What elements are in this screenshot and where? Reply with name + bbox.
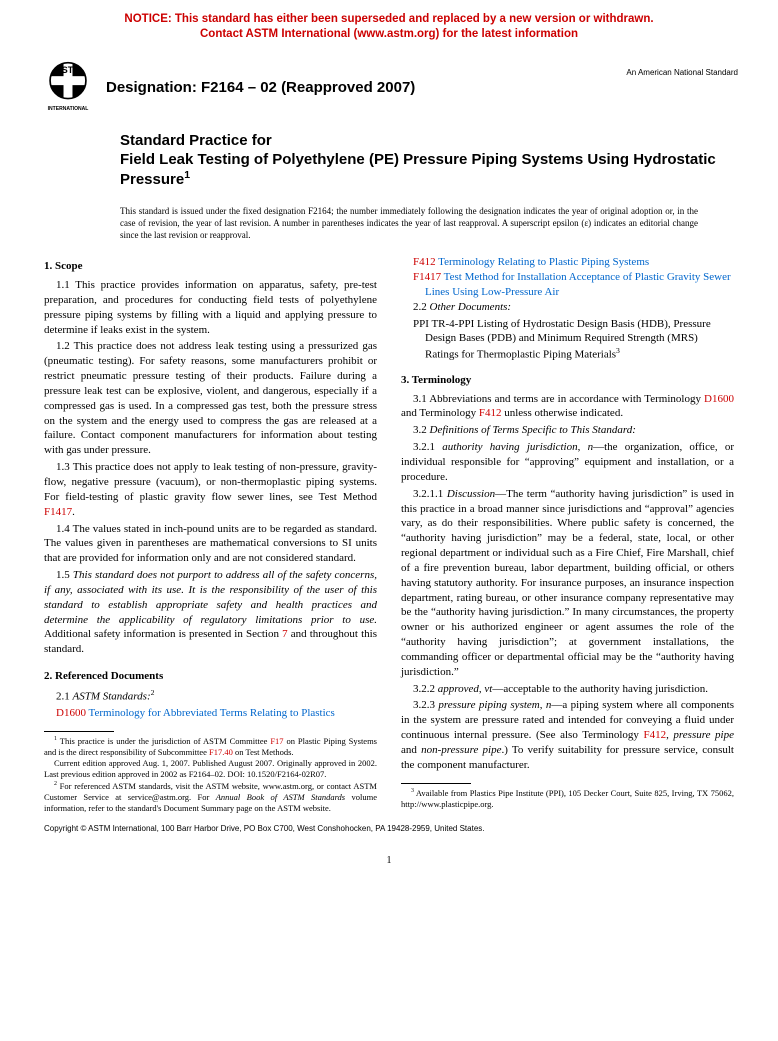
ref-f1417: F1417 Test Method for Installation Accep… [401, 270, 734, 300]
footnote-1: 1 This practice is under the jurisdictio… [44, 736, 377, 758]
link-f412-c[interactable]: F412 [643, 729, 666, 741]
astm-logo: ASTM INTERNATIONAL [40, 56, 96, 112]
notice-banner: NOTICE: This standard has either been su… [0, 0, 778, 48]
para-1-1: 1.1 This practice provides information o… [44, 278, 377, 337]
footnote-rule-right [401, 783, 471, 784]
designation: Designation: F2164 – 02 (Reapproved 2007… [106, 70, 616, 98]
term-head: 3. Terminology [401, 373, 734, 388]
ref-d1600: D1600 Terminology for Abbreviated Terms … [44, 706, 377, 721]
footnote-3: 3 Available from Plastics Pipe Institute… [401, 788, 734, 810]
para-2-2: 2.2 Other Documents: [401, 300, 734, 315]
notice-line1: NOTICE: This standard has either been su… [124, 13, 653, 25]
para-3-2-1: 3.2.1 authority having jurisdiction, n—t… [401, 440, 734, 485]
link-f1417-b[interactable]: F1417 [413, 271, 441, 283]
footnote-1b: Current edition approved Aug. 1, 2007. P… [44, 758, 377, 780]
footnote-2: 2 For referenced ASTM standards, visit t… [44, 781, 377, 814]
para-1-5: 1.5 This standard does not purport to ad… [44, 568, 377, 657]
link-f1417[interactable]: F1417 [44, 506, 72, 518]
notice-line2: Contact ASTM International (www.astm.org… [200, 28, 578, 40]
link-d1600[interactable]: D1600 [56, 707, 86, 719]
scope-head: 1. Scope [44, 259, 377, 274]
link-d1600-b[interactable]: D1600 [704, 393, 734, 405]
footnote-rule-left [44, 731, 114, 732]
page-number: 1 [0, 834, 778, 868]
title-line2: Field Leak Testing of Polyethylene (PE) … [120, 151, 738, 191]
link-f1740[interactable]: F17.40 [209, 747, 233, 757]
para-3-2: 3.2 Definitions of Terms Specific to Thi… [401, 423, 734, 438]
para-3-2-2: 3.2.2 approved, vt—acceptable to the aut… [401, 682, 734, 697]
ref-ppi: PPI TR-4-PPI Listing of Hydrostatic Desi… [401, 317, 734, 363]
header-row: ASTM INTERNATIONAL Designation: F2164 – … [0, 48, 778, 112]
para-1-4: 1.4 The values stated in inch-pound unit… [44, 522, 377, 567]
body-columns: 1. Scope 1.1 This practice provides info… [0, 255, 778, 813]
copyright: Copyright © ASTM International, 100 Barr… [0, 814, 778, 835]
svg-text:ASTM: ASTM [55, 65, 80, 75]
column-right: F412 Terminology Relating to Plastic Pip… [401, 255, 734, 813]
para-3-2-1-1: 3.2.1.1 Discussion—The term “authority h… [401, 487, 734, 680]
standard-note: An American National Standard [626, 56, 738, 79]
link-f412[interactable]: F412 [413, 256, 436, 268]
column-left: 1. Scope 1.1 This practice provides info… [44, 255, 377, 813]
link-f412-b[interactable]: F412 [479, 407, 502, 419]
title-line1: Standard Practice for [120, 132, 738, 151]
para-1-3: 1.3 This practice does not apply to leak… [44, 460, 377, 519]
para-2-1: 2.1 ASTM Standards:2 [44, 688, 377, 705]
link-f17[interactable]: F17 [270, 736, 283, 746]
para-3-2-3: 3.2.3 pressure piping system, n—a piping… [401, 698, 734, 772]
refs-head: 2. Referenced Documents [44, 669, 377, 684]
para-3-1: 3.1 Abbreviations and terms are in accor… [401, 392, 734, 422]
svg-text:INTERNATIONAL: INTERNATIONAL [48, 106, 89, 112]
title-block: Standard Practice for Field Leak Testing… [0, 112, 778, 196]
para-1-2: 1.2 This practice does not address leak … [44, 339, 377, 458]
issued-note: This standard is issued under the fixed … [0, 196, 778, 255]
ref-f412: F412 Terminology Relating to Plastic Pip… [401, 255, 734, 270]
